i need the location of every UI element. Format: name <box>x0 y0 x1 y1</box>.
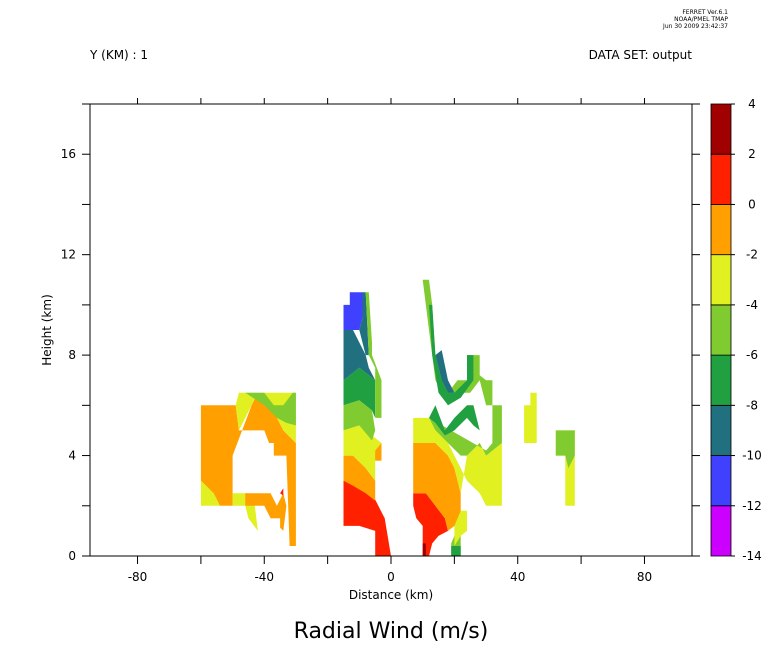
colorbar-label: -8 <box>746 398 758 412</box>
wind-region-26 <box>451 546 461 556</box>
missing-data-1 <box>270 518 281 531</box>
x-tick-label: 0 <box>387 570 395 584</box>
wind-region-23 <box>429 304 474 406</box>
x-axis-label: Distance (km) <box>349 588 433 602</box>
colorbar-label: -14 <box>742 549 762 563</box>
wind-region-7 <box>343 480 391 556</box>
wind-region-14 <box>359 292 369 356</box>
y-tick-label: 4 <box>68 449 76 463</box>
y-axis: 0 4 8 12 16 <box>61 103 700 563</box>
wind-region-16 <box>375 443 382 461</box>
wind-region-22 <box>429 405 480 436</box>
wind-region-15 <box>365 292 382 418</box>
wind-region-30 <box>555 430 575 469</box>
wind-region-11 <box>343 367 376 418</box>
wind-region-13 <box>343 292 363 330</box>
colorbar-swatch <box>710 103 732 155</box>
ferret-line-3: Jun 30 2009 23:42:37 <box>662 23 728 30</box>
colorbar-label: 4 <box>748 97 756 111</box>
colorbar-label: -4 <box>746 298 758 312</box>
wind-region-19 <box>413 443 461 531</box>
y-coordinate-label: Y (KM) : 1 <box>89 48 148 62</box>
colorbar-label: -2 <box>746 248 758 262</box>
wind-region-25 <box>451 505 461 556</box>
colorbar-label: -10 <box>742 449 762 463</box>
x-tick-label: 40 <box>510 570 525 584</box>
ferret-stamp: FERRET Ver.6.1 NOAA/PMEL TMAP Jun 30 200… <box>662 9 728 30</box>
wind-region-12 <box>343 330 376 381</box>
wind-region-10 <box>343 400 376 441</box>
dataset-label: DATA SET: output <box>589 48 693 62</box>
plot-frame <box>89 103 693 557</box>
wind-region-18 <box>422 543 426 556</box>
x-tick-label: -80 <box>128 570 148 584</box>
wind-region-1 <box>200 480 220 506</box>
y-tick-label: 0 <box>68 549 76 563</box>
y-tick-label: 8 <box>68 348 76 362</box>
colorbar-swatch <box>710 304 732 356</box>
colorbar-swatch <box>710 153 732 205</box>
wind-region-6 <box>280 488 284 496</box>
colorbar: -14 -12 -10 -8 -6 -4 -2 0 2 4 <box>710 97 762 563</box>
colorbar-swatch <box>710 455 732 507</box>
colorbar-swatch <box>710 505 732 557</box>
colorbar-label: -6 <box>746 348 758 362</box>
wind-region-3 <box>245 392 296 426</box>
colorbar-label: 2 <box>748 147 756 161</box>
wind-region-24 <box>435 350 455 393</box>
plot-border <box>89 103 693 557</box>
y-tick-label: 12 <box>61 248 76 262</box>
wind-region-0 <box>200 392 296 546</box>
colorbar-swatch <box>710 404 732 456</box>
y-tick-label: 16 <box>61 147 76 161</box>
ferret-line-2: NOAA/PMEL TMAP <box>674 16 728 23</box>
y-axis-label: Height (km) <box>40 294 54 365</box>
colorbar-label: -12 <box>742 499 762 513</box>
wind-region-17 <box>413 493 448 556</box>
missing-data-0 <box>264 443 274 476</box>
colorbar-swatch <box>710 254 732 306</box>
x-tick-label: -40 <box>254 570 274 584</box>
x-axis: -80 -40 0 40 80 <box>128 98 652 584</box>
wind-region-28 <box>524 392 537 443</box>
colorbar-swatch <box>710 204 732 256</box>
plot-area <box>200 279 575 556</box>
wind-region-8 <box>343 455 376 501</box>
colorbar-label: 0 <box>748 197 756 211</box>
ferret-line-1: FERRET Ver.6.1 <box>682 9 728 16</box>
wind-region-27 <box>454 510 467 546</box>
chart-title: Radial Wind (m/s) <box>294 619 489 644</box>
wind-region-20 <box>413 417 502 506</box>
colorbar-swatch <box>710 354 732 406</box>
x-tick-label: 80 <box>637 570 652 584</box>
